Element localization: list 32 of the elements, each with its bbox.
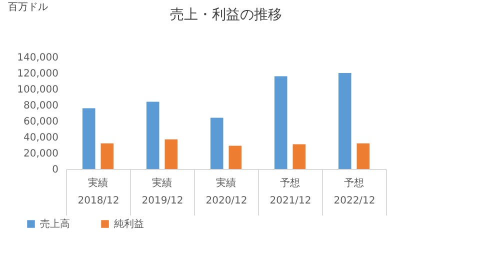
x-tick-label: 2018/12 (78, 196, 120, 206)
bar (228, 146, 242, 169)
y-tick-label: 0 (52, 164, 58, 176)
bar (146, 102, 160, 169)
legend-label: 売上高 (40, 218, 70, 230)
text: 実績 (88, 177, 108, 189)
legend-label: 純利益 (114, 218, 144, 230)
x-tick-label: 2020/12 (206, 196, 248, 206)
y-tick-label: 100,000 (17, 84, 58, 96)
text: 予想 (280, 177, 300, 189)
bar (274, 76, 288, 169)
y-tick-label: 140,000 (17, 52, 58, 64)
bar (356, 143, 370, 169)
y-tick-label: 80,000 (24, 100, 58, 112)
y-tick-label: 40,000 (24, 132, 58, 144)
y-tick-label: 120,000 (17, 68, 58, 80)
x-tick-label: 2022/12 (334, 196, 376, 206)
y-axis-title: 百万ドル (8, 2, 48, 13)
text: 予想 (344, 177, 364, 189)
bar (292, 144, 306, 169)
bar (100, 143, 114, 169)
bar (164, 139, 178, 169)
text: 実績 (152, 177, 172, 189)
text: 実績 (216, 177, 236, 189)
bar (338, 73, 352, 169)
x-tick-label: 2021/12 (270, 196, 312, 206)
bar (210, 118, 224, 169)
y-tick-label: 20,000 (24, 148, 58, 160)
bar (82, 108, 96, 169)
x-tick-label: 2019/12 (142, 196, 184, 206)
y-tick-label: 60,000 (24, 116, 58, 128)
chart-title: 売上・利益の推移 (170, 7, 282, 23)
